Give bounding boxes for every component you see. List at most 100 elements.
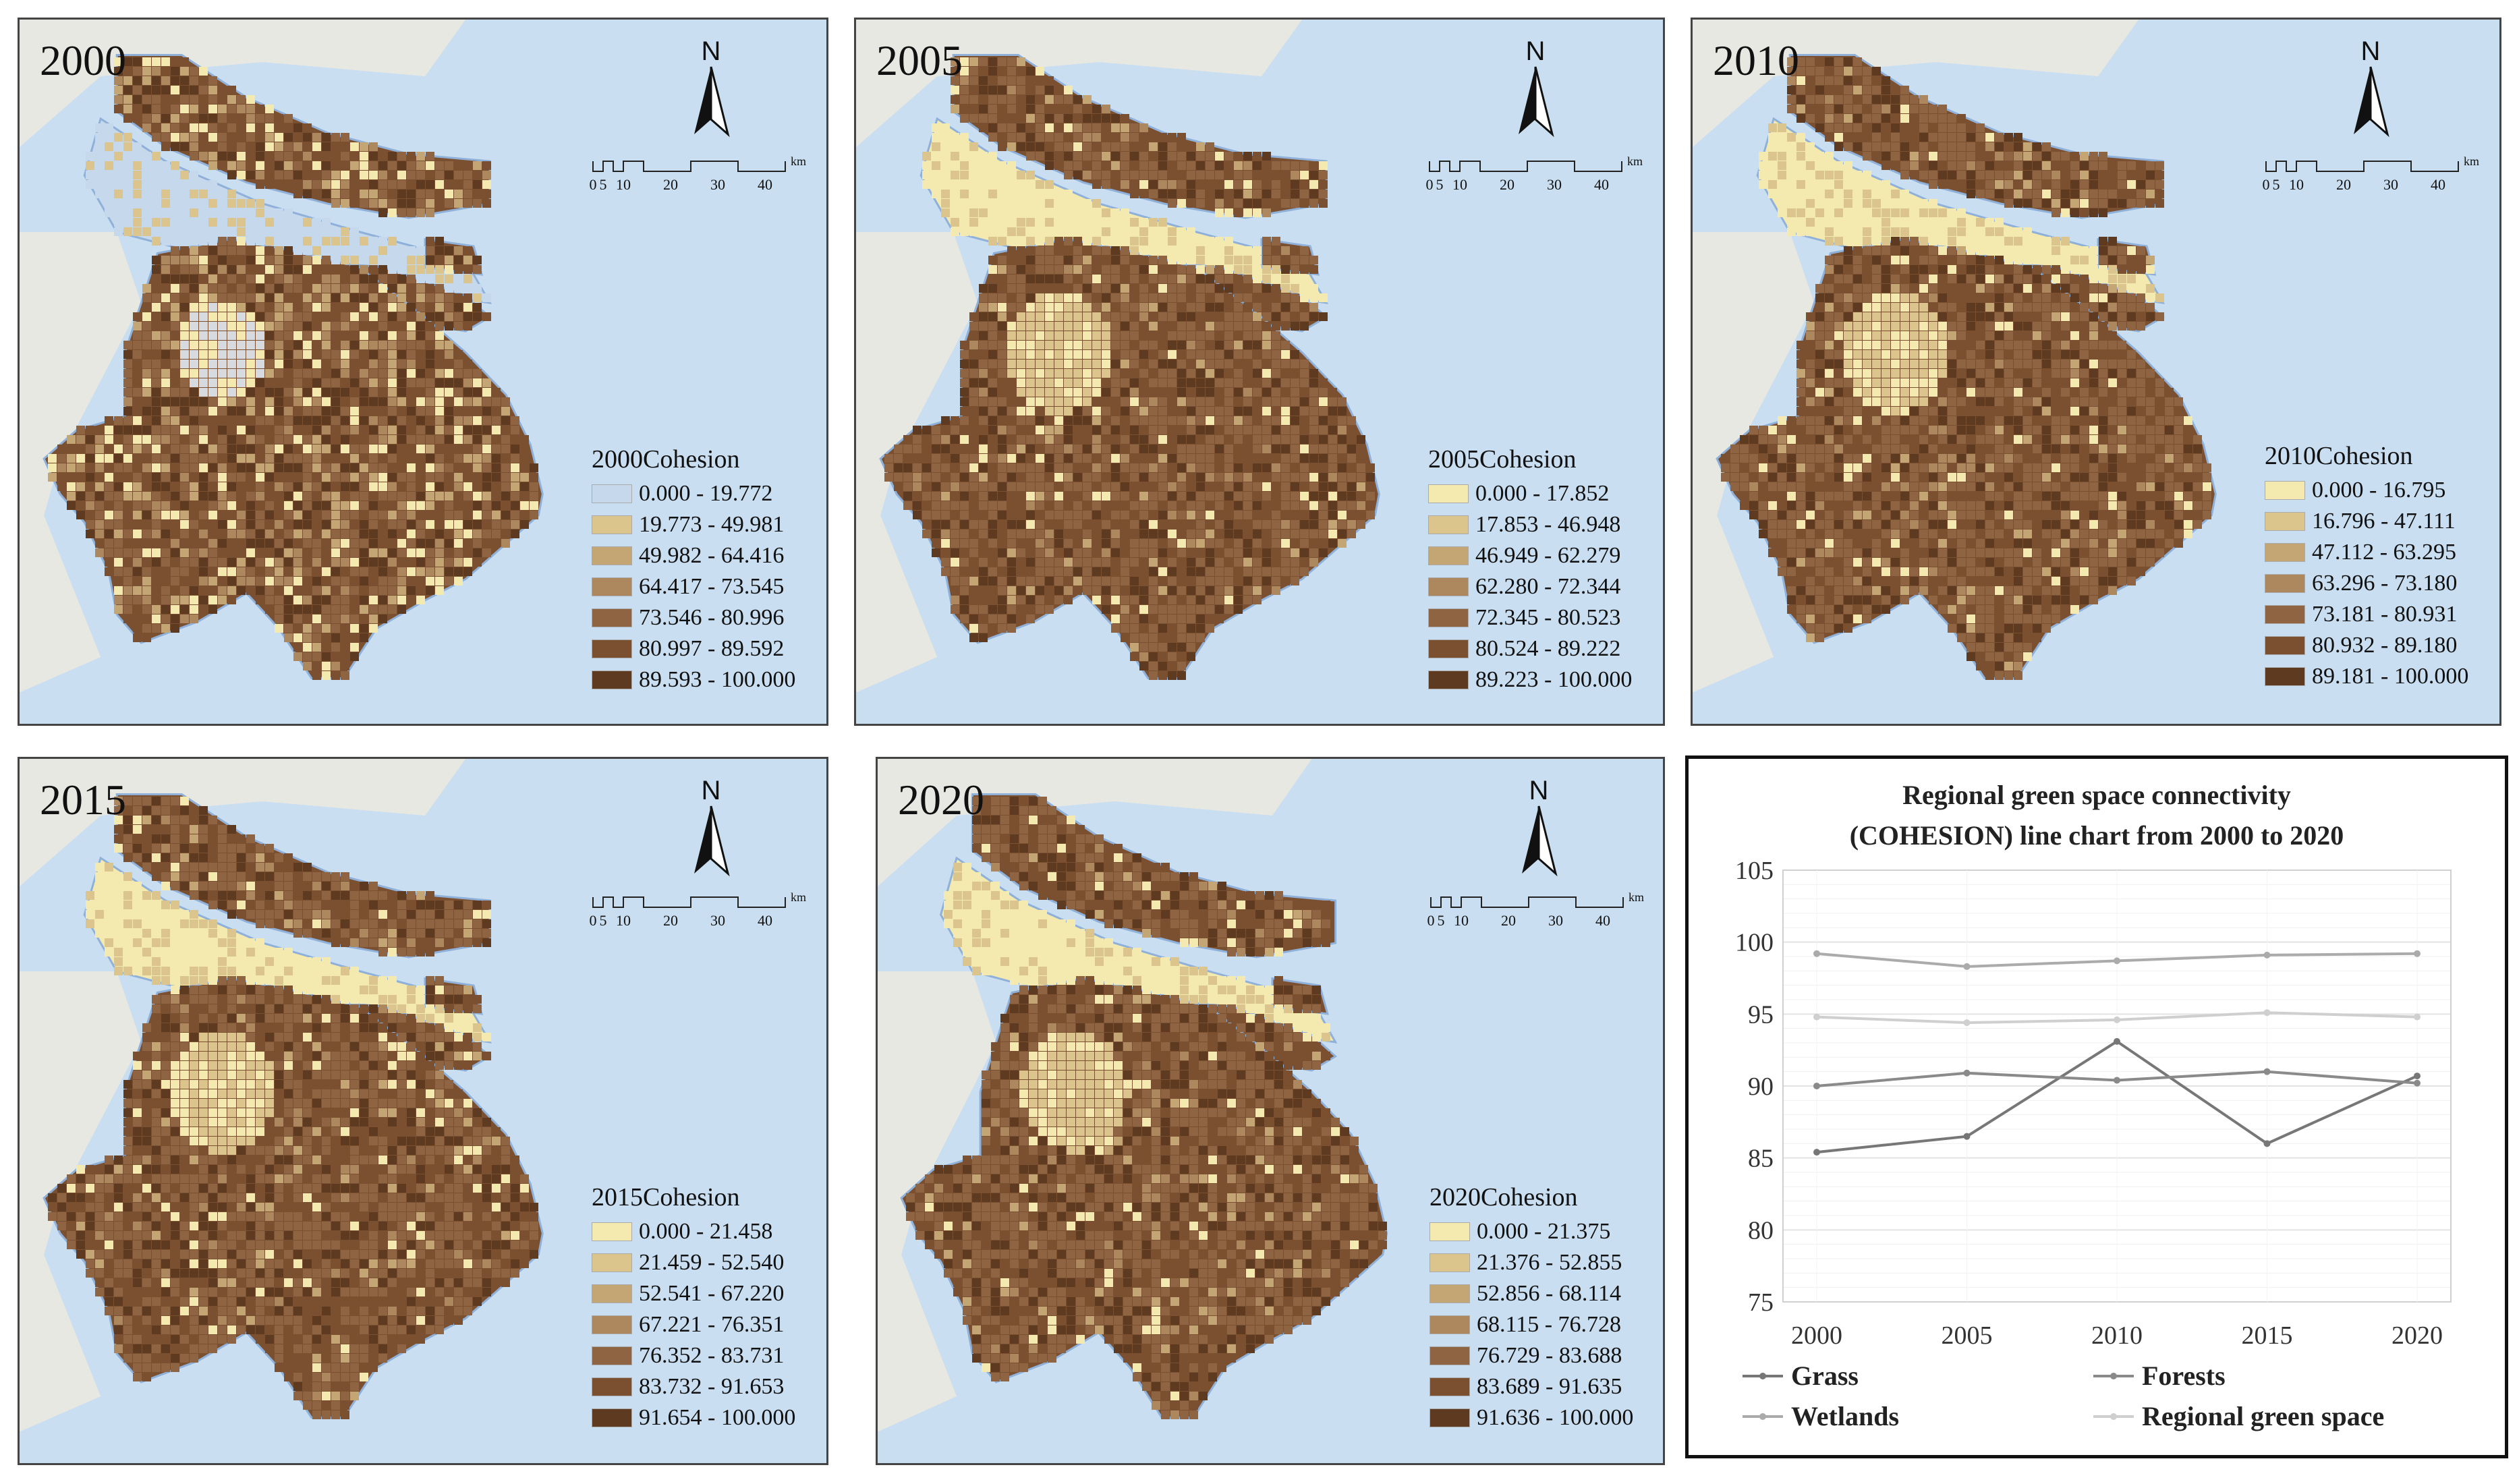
legend-swatch	[1430, 1222, 1470, 1241]
legend-item: 72.345 - 80.523	[1428, 602, 1632, 633]
legend-item: 0.000 - 21.458	[592, 1216, 795, 1247]
map-panel-2010: 2010 N 0 5 10 20 30 40 km 2010Cohesion 0.000 - …	[1691, 18, 2501, 726]
legend-title: 2005Cohesion	[1428, 445, 1577, 474]
data-point	[2414, 1013, 2421, 1021]
legend-swatch	[1430, 1346, 1470, 1365]
legend-label: 83.732 - 91.653	[639, 1374, 785, 1399]
legend-swatch	[1430, 1377, 1470, 1396]
legend-item: 67.221 - 76.351	[592, 1309, 795, 1340]
legend-item: 17.853 - 46.948	[1428, 509, 1632, 540]
map-2015	[20, 759, 826, 1463]
legend-label: 46.949 - 62.279	[1475, 543, 1621, 568]
legend-label: 83.689 - 91.635	[1477, 1374, 1622, 1399]
svg-text:N: N	[702, 36, 721, 66]
svg-text:5: 5	[1436, 176, 1444, 193]
legend: 2015Cohesion 0.000 - 21.458 21.459 - 52.54…	[592, 1182, 795, 1433]
legend-item: 68.115 - 76.728	[1430, 1309, 1633, 1340]
data-point	[2414, 1073, 2421, 1080]
map-panel-2005: 2005 N 0 5 10 20 30 40 km 2005Cohesion 0.000 - …	[854, 18, 1665, 726]
legend-swatch	[2265, 481, 2305, 500]
svg-text:20: 20	[663, 176, 678, 193]
x-tick-label: 2000	[1791, 1321, 1842, 1350]
line-chart: 75 80 85 90 95 100 105 2000 2005 2010 2015 2020 Gras…	[1735, 857, 2452, 1431]
x-tick-label: 2020	[2391, 1321, 2443, 1350]
data-point	[1963, 963, 1971, 970]
legend-item: 46.949 - 62.279	[1428, 540, 1632, 571]
legend-label: 91.636 - 100.000	[1477, 1405, 1634, 1430]
map-2010	[1693, 20, 2499, 724]
legend-label: 89.181 - 100.000	[2312, 664, 2469, 689]
x-tick-label: 2010	[2091, 1321, 2143, 1350]
legend-label: 17.853 - 46.948	[1475, 512, 1621, 537]
legend-swatch	[1428, 577, 1469, 596]
legend-label: 64.417 - 73.545	[639, 574, 785, 599]
legend-item: 73.181 - 80.931	[2265, 599, 2468, 630]
data-point	[2414, 950, 2421, 957]
legend-item: 16.796 - 47.111	[2265, 506, 2468, 537]
legend-swatch	[592, 484, 632, 503]
legend-label: 80.932 - 89.180	[2312, 633, 2458, 658]
legend-label: 67.221 - 76.351	[639, 1312, 785, 1337]
legend-item: 0.000 - 19.772	[592, 478, 795, 509]
legend-label: Wetlands	[1791, 1401, 1899, 1431]
legend-label: 72.345 - 80.523	[1475, 605, 1621, 630]
legend-item: Grass	[1743, 1361, 1859, 1391]
legend-swatch	[592, 1346, 632, 1365]
legend-item: 62.280 - 72.344	[1428, 571, 1632, 602]
legend-label: 0.000 - 21.458	[639, 1219, 773, 1244]
legend-label: 16.796 - 47.111	[2312, 509, 2456, 534]
data-point	[2263, 1140, 2271, 1147]
legend-item: Forests	[2093, 1361, 2226, 1391]
y-tick-label: 90	[1748, 1073, 1774, 1101]
svg-text:20: 20	[1500, 176, 1515, 193]
map-panel-2000: 2000 N 0 5 10 20 30 40 km 2000Cohesion 0.000 - …	[18, 18, 828, 726]
x-tick-label: 2015	[2242, 1321, 2293, 1350]
y-tick-label: 100	[1735, 929, 1774, 957]
legend-item: 80.997 - 89.592	[592, 633, 795, 664]
legend-item: 91.636 - 100.000	[1430, 1402, 1633, 1433]
legend-item: 89.181 - 100.000	[2265, 661, 2468, 692]
legend-swatch	[1428, 639, 1469, 658]
legend-item: 83.689 - 91.635	[1430, 1371, 1633, 1402]
legend-swatch	[1428, 484, 1469, 503]
legend-item: 83.732 - 91.653	[592, 1371, 795, 1402]
legend: 2020Cohesion 0.000 - 21.375 21.376 - 52.85…	[1430, 1182, 1633, 1433]
legend-item: 80.524 - 89.222	[1428, 633, 1632, 664]
legend-swatch	[1428, 670, 1469, 689]
legend-item: 0.000 - 16.795	[2265, 475, 2468, 506]
legend-label: 80.997 - 89.592	[639, 636, 785, 661]
map-year-label: 2005	[876, 36, 963, 84]
data-point	[1963, 1069, 1971, 1077]
legend-swatch	[2265, 667, 2305, 686]
legend-title: 2015Cohesion	[592, 1183, 740, 1211]
svg-text:5: 5	[600, 176, 607, 193]
map-year-label: 2000	[40, 36, 126, 84]
legend-label: 73.181 - 80.931	[2312, 602, 2458, 627]
legend-label: 52.541 - 67.220	[639, 1281, 785, 1306]
legend-swatch	[592, 1315, 632, 1334]
legend-item: 76.352 - 83.731	[592, 1340, 795, 1371]
legend-swatch	[592, 608, 632, 627]
data-point	[1963, 1019, 1971, 1027]
legend-item: 0.000 - 17.852	[1428, 478, 1632, 509]
chart-title-line-1: Regional green space connectivity	[1902, 780, 2291, 810]
map-panel-2020: 2020 N 0 5 10 20 30 40 km 2020Cohesion 0.000 - …	[876, 757, 1665, 1465]
svg-text:40: 40	[1594, 176, 1609, 193]
legend-label: 76.729 - 83.688	[1477, 1343, 1622, 1368]
svg-text:30: 30	[1547, 176, 1562, 193]
legend-swatch	[592, 670, 632, 689]
legend-item: 19.773 - 49.981	[592, 509, 795, 540]
map-panel-2015: 2015 N 0 5 10 20 30 40 km 2015Cohesion 0.000 - …	[18, 757, 828, 1465]
legend-swatch	[1430, 1408, 1470, 1427]
legend-item: 21.459 - 52.540	[592, 1247, 795, 1278]
y-tick-label: 85	[1748, 1145, 1774, 1173]
north-arrow-icon: N	[2354, 36, 2389, 138]
legend-label: 68.115 - 76.728	[1477, 1312, 1622, 1337]
legend-item: Wetlands	[1743, 1401, 1899, 1431]
y-tick-label: 80	[1748, 1216, 1774, 1245]
legend-swatch	[2265, 543, 2305, 562]
data-point	[2263, 1009, 2271, 1017]
data-point	[2114, 1077, 2120, 1084]
